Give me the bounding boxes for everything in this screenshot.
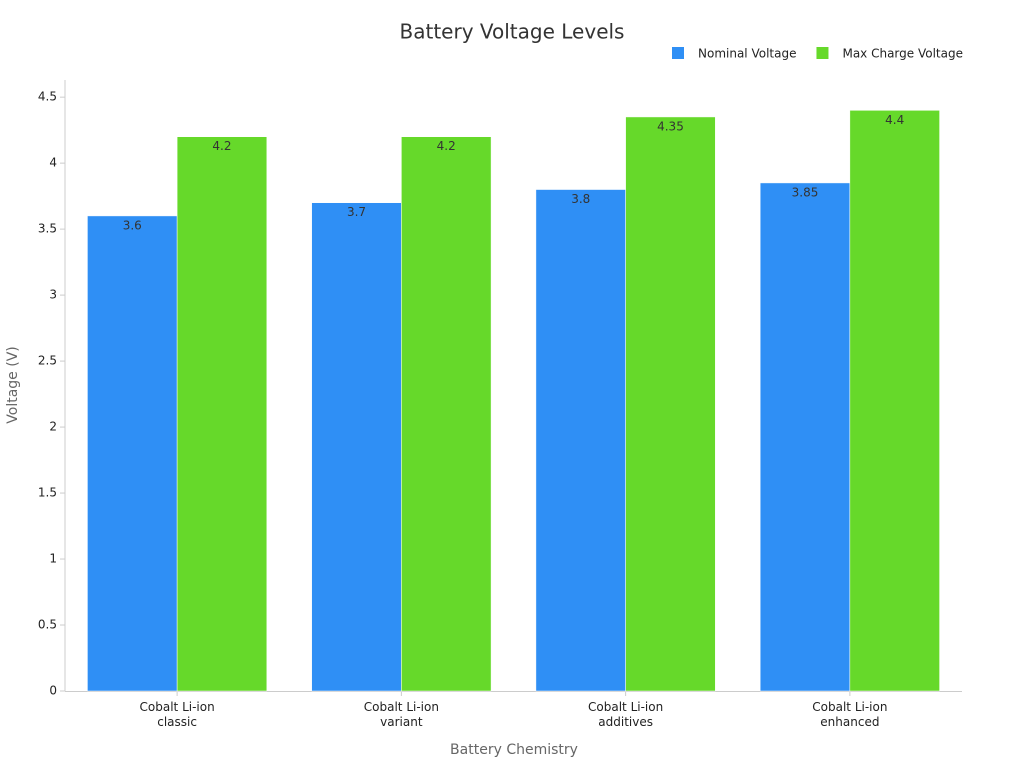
x-tick-label: Cobalt Li-ion additives <box>588 700 664 729</box>
x-tick-label: Cobalt Li-ion variant <box>363 700 439 729</box>
data-label: 3.8 <box>571 192 590 206</box>
legend-swatch <box>672 47 684 59</box>
data-label: 4.2 <box>212 139 231 153</box>
y-axis-label: Voltage (V) <box>5 346 21 423</box>
y-tick-label: 2 <box>49 420 57 434</box>
x-tick-label: Cobalt Li-ion classic <box>139 700 215 729</box>
y-tick-label: 1 <box>49 552 57 566</box>
y-tick-label: 3.5 <box>38 222 57 236</box>
bar <box>625 116 716 692</box>
bar <box>535 189 626 692</box>
data-label: 4.35 <box>657 119 684 133</box>
legend-swatch <box>816 47 829 59</box>
bar <box>311 202 402 692</box>
data-label: 3.7 <box>347 205 366 219</box>
legend-label: Max Charge Voltage <box>842 47 963 61</box>
data-label: 4.2 <box>437 139 456 153</box>
bar <box>849 110 940 692</box>
y-tick-label: 0.5 <box>38 618 57 632</box>
data-label: 3.6 <box>123 218 142 232</box>
bar <box>401 136 492 692</box>
y-tick-label: 4.5 <box>38 90 57 104</box>
x-axis-label: Battery Chemistry <box>450 742 578 758</box>
y-tick-label: 1.5 <box>38 486 57 500</box>
y-tick-label: 2.5 <box>38 354 57 368</box>
bar <box>87 215 178 692</box>
data-label: 4.4 <box>885 113 904 127</box>
y-tick-label: 4 <box>49 156 57 170</box>
chart-title: Battery Voltage Levels <box>400 20 625 44</box>
y-tick-label: 0 <box>49 684 57 698</box>
data-label: 3.85 <box>792 185 819 199</box>
bar <box>176 136 268 692</box>
legend-label: Nominal Voltage <box>698 47 796 61</box>
bar <box>759 182 851 692</box>
x-tick-label: Cobalt Li-ion enhanced <box>812 700 888 729</box>
y-tick-label: 3 <box>49 288 57 302</box>
